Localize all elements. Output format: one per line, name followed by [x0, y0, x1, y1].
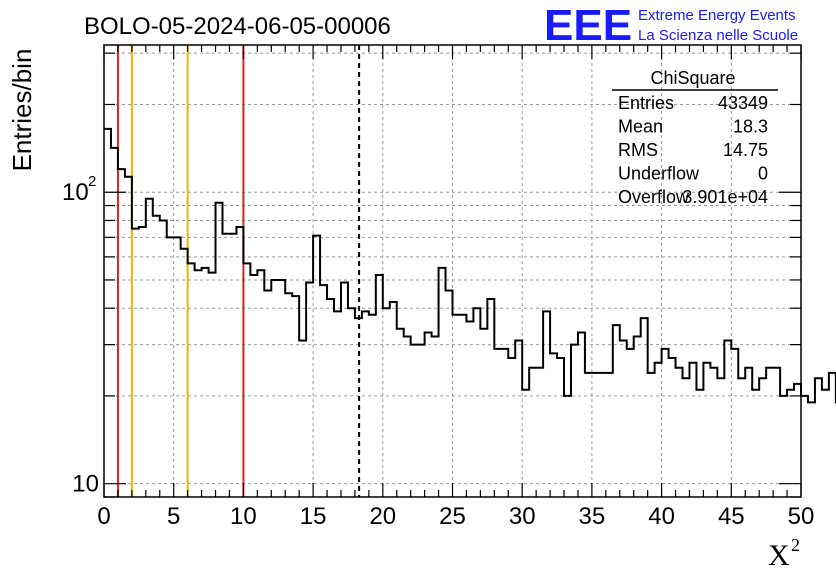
x-tick-label: 45	[718, 503, 745, 530]
y-tick-label: 10	[62, 179, 89, 206]
stats-rows: Entries 43349 Mean 18.3 RMS 14.75 Underflow 0 Ov…	[618, 93, 768, 207]
chart-title: BOLO-05-2024-06-05-00006	[84, 13, 391, 40]
x-axis-label-superscript: 2	[791, 535, 800, 555]
stats-row-label: Mean	[618, 117, 663, 137]
stats-row-value: 14.75	[723, 140, 768, 160]
y-tick-label-exponent: 2	[88, 173, 96, 190]
stats-row-value: 0	[758, 164, 768, 184]
x-tick-label: 20	[369, 503, 396, 530]
x-axis-label-base: X	[768, 539, 790, 572]
stats-row-label: Underflow	[618, 164, 700, 184]
stats-row-value: 18.3	[733, 117, 768, 137]
stats-row-value: 43349	[718, 93, 768, 113]
stats-row-label: Overflow	[618, 187, 690, 207]
x-tick-label: 25	[439, 503, 466, 530]
x-tick-label: 0	[97, 503, 110, 530]
stats-row-value: 3.901e+04	[682, 187, 768, 207]
plot-frame	[103, 44, 802, 498]
x-tick-label: 50	[788, 503, 815, 530]
eee-logo: EEE Extreme Energy Events La Scienza nel…	[544, 1, 798, 50]
x-tick-labels: 0 5 10 15 20 25 30 35 40 45 50	[97, 503, 814, 530]
reference-lines	[116, 45, 361, 497]
axis-ticks	[103, 45, 802, 498]
x-tick-label: 35	[579, 503, 606, 530]
x-tick-label: 15	[300, 503, 327, 530]
logo-line1: Extreme Energy Events	[638, 7, 796, 24]
y-tick-label: 10	[72, 471, 99, 498]
stats-box: ChiSquare Entries 43349 Mean 18.3 RMS 14.75 Un…	[612, 68, 778, 207]
logo-line2: La Scienza nelle Scuole	[638, 27, 798, 44]
x-axis-label: X 2	[768, 535, 800, 572]
stats-title: ChiSquare	[650, 68, 735, 88]
histogram-line	[104, 127, 836, 404]
x-tick-label: 5	[167, 503, 180, 530]
y-axis-label: Entries/bin	[7, 49, 37, 172]
logo-mark: EEE	[544, 1, 632, 50]
x-tick-label: 40	[648, 503, 675, 530]
stats-row-label: RMS	[618, 140, 658, 160]
x-tick-label: 10	[230, 503, 257, 530]
x-tick-label: 30	[509, 503, 536, 530]
stats-row-label: Entries	[618, 93, 674, 113]
